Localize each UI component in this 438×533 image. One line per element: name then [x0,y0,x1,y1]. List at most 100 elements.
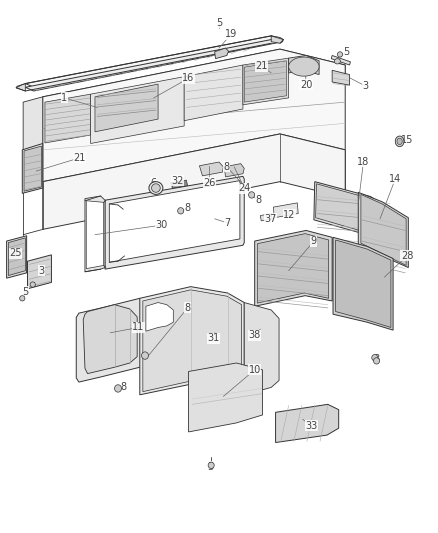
Polygon shape [23,97,43,187]
Text: 5: 5 [22,287,28,297]
Ellipse shape [374,358,380,364]
Text: 18: 18 [357,157,370,166]
Text: 5: 5 [216,18,222,28]
Polygon shape [16,84,25,91]
Polygon shape [254,230,332,306]
Text: 8: 8 [120,382,126,392]
Polygon shape [243,58,289,105]
Polygon shape [43,134,345,229]
Text: 31: 31 [208,333,220,343]
Polygon shape [76,298,143,382]
Text: 3: 3 [39,266,45,276]
Text: 8: 8 [184,303,191,313]
Polygon shape [336,240,391,327]
Text: 32: 32 [171,175,184,185]
Text: 9: 9 [311,236,317,246]
Polygon shape [188,363,262,432]
Polygon shape [184,65,243,120]
Ellipse shape [178,208,184,214]
Ellipse shape [115,385,121,392]
Text: 38: 38 [248,330,261,341]
Polygon shape [83,305,137,374]
Text: 7: 7 [225,218,231,228]
Polygon shape [199,162,223,176]
Polygon shape [361,195,406,265]
Ellipse shape [289,57,319,76]
Polygon shape [333,237,393,330]
Text: 28: 28 [401,251,413,261]
Polygon shape [215,48,229,59]
Polygon shape [86,201,104,269]
Text: 33: 33 [305,421,318,431]
Polygon shape [28,255,51,289]
Text: 21: 21 [74,153,86,163]
Polygon shape [22,143,43,193]
Polygon shape [244,61,286,102]
Polygon shape [257,233,328,303]
Polygon shape [173,183,181,188]
Polygon shape [95,84,158,132]
Polygon shape [271,36,283,43]
Polygon shape [24,146,42,191]
Polygon shape [43,49,345,182]
Polygon shape [332,70,350,85]
Polygon shape [244,303,279,395]
Polygon shape [224,164,244,177]
Text: 21: 21 [255,61,268,71]
Polygon shape [8,238,25,276]
Polygon shape [316,184,391,244]
Ellipse shape [208,462,214,469]
Text: 3: 3 [363,81,369,91]
Ellipse shape [152,184,160,192]
Text: 11: 11 [132,322,145,333]
Polygon shape [358,192,408,268]
Text: 19: 19 [225,29,237,39]
Polygon shape [91,77,184,143]
Ellipse shape [249,192,254,198]
Text: 26: 26 [203,177,215,188]
Polygon shape [25,39,280,91]
Polygon shape [314,182,393,246]
Text: 1: 1 [61,93,67,103]
Text: 5: 5 [207,462,213,472]
Ellipse shape [397,138,402,144]
Text: 6: 6 [151,177,157,188]
Text: 15: 15 [401,135,413,146]
Polygon shape [140,287,244,395]
Polygon shape [110,181,240,262]
Ellipse shape [20,296,25,301]
Polygon shape [273,203,298,217]
Text: 8: 8 [374,354,380,364]
Text: 8: 8 [255,195,261,205]
Polygon shape [289,55,319,75]
Text: 25: 25 [9,248,21,259]
Text: 20: 20 [300,79,312,90]
Polygon shape [171,180,187,189]
Text: 8: 8 [224,162,230,172]
Ellipse shape [334,59,340,64]
Polygon shape [25,36,280,87]
Ellipse shape [395,136,404,147]
Ellipse shape [141,352,148,359]
Polygon shape [260,214,272,221]
Ellipse shape [30,282,35,287]
Text: 37: 37 [264,214,276,224]
Text: 24: 24 [238,183,251,193]
Ellipse shape [149,182,163,195]
Polygon shape [45,94,91,143]
Text: 5: 5 [343,47,349,56]
Text: 8: 8 [184,203,191,213]
Text: 14: 14 [389,174,401,184]
Ellipse shape [337,52,343,57]
Text: 30: 30 [155,220,168,230]
Polygon shape [7,236,27,278]
Polygon shape [331,55,350,65]
Polygon shape [43,49,345,108]
Text: 12: 12 [283,209,296,220]
Polygon shape [85,196,105,272]
Polygon shape [276,405,339,442]
Polygon shape [105,176,244,269]
Ellipse shape [372,354,378,361]
Text: 16: 16 [182,73,194,83]
Polygon shape [146,303,173,331]
